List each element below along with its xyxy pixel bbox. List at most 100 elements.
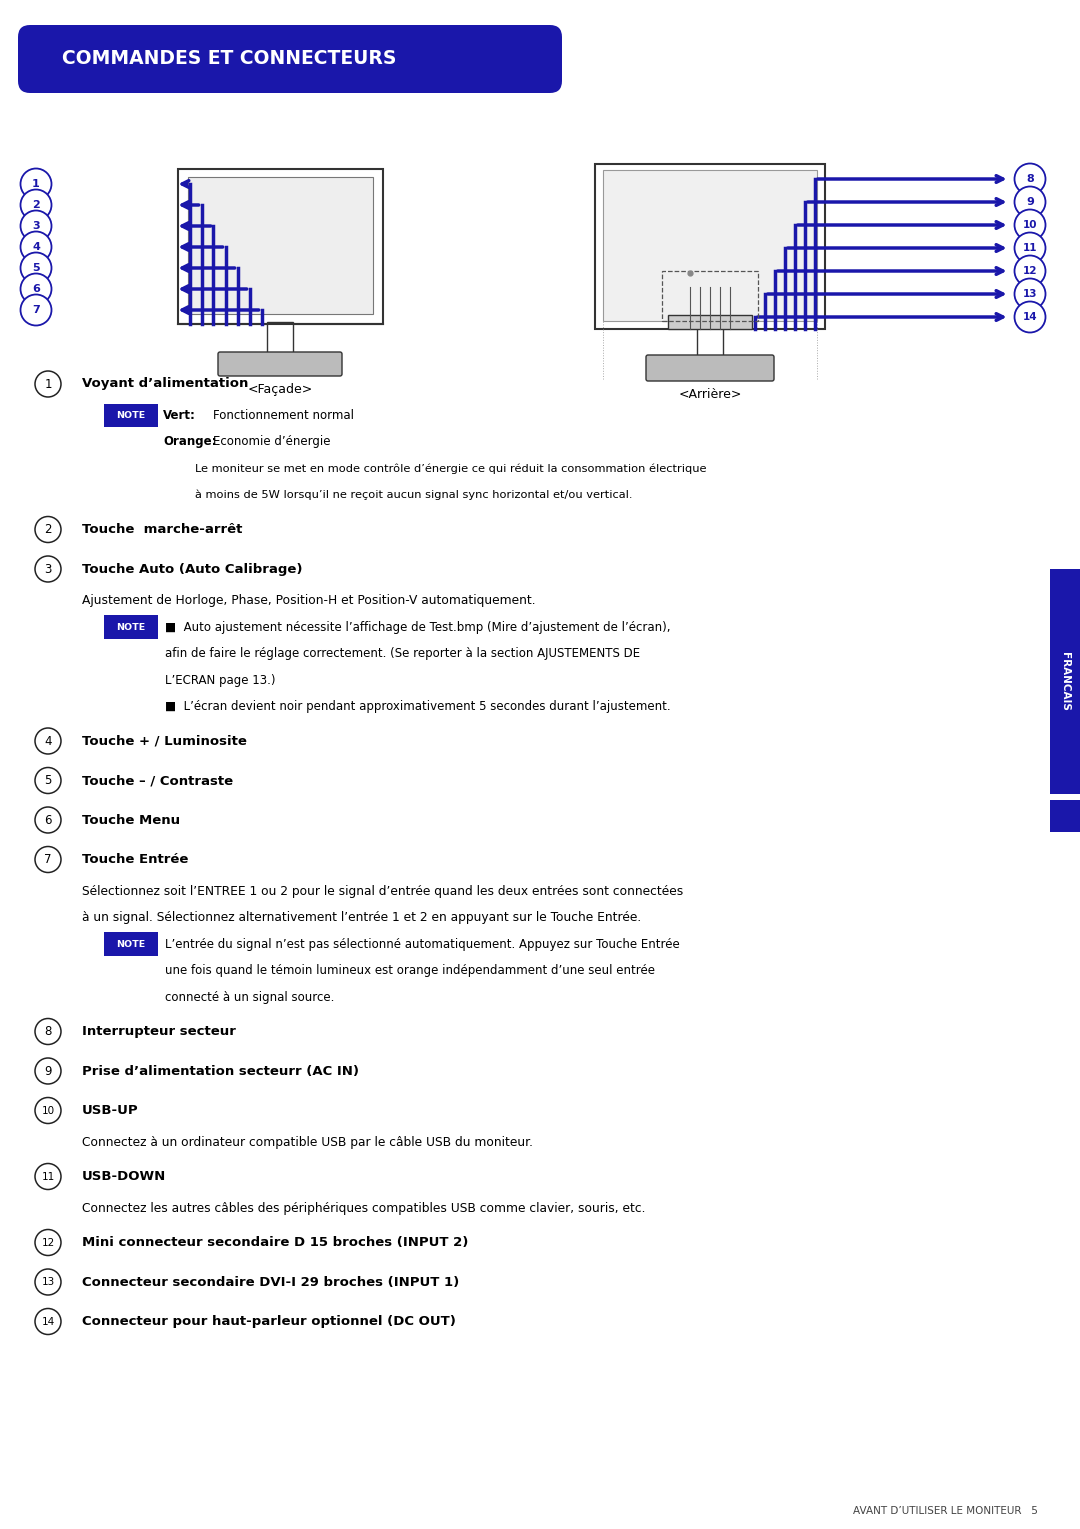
FancyBboxPatch shape (218, 352, 342, 376)
Text: NOTE: NOTE (117, 622, 146, 631)
Text: 3: 3 (44, 563, 52, 575)
Text: Touche – / Contraste: Touche – / Contraste (82, 774, 233, 787)
Text: une fois quand le témoin lumineux est orange indépendamment d’une seul entrée: une fois quand le témoin lumineux est or… (165, 963, 654, 977)
Text: Mini connecteur secondaire D 15 broches (INPUT 2): Mini connecteur secondaire D 15 broches … (82, 1235, 469, 1249)
Text: 12: 12 (1023, 266, 1037, 277)
Text: 11: 11 (1023, 243, 1037, 252)
Circle shape (1014, 232, 1045, 263)
Text: 5: 5 (32, 263, 40, 274)
Circle shape (35, 557, 60, 583)
Text: 2: 2 (44, 523, 52, 537)
Text: 14: 14 (1023, 312, 1037, 323)
Text: 7: 7 (44, 853, 52, 865)
Circle shape (1014, 278, 1045, 309)
Circle shape (35, 1309, 60, 1335)
Text: NOTE: NOTE (117, 411, 146, 420)
Text: 6: 6 (32, 284, 40, 294)
Text: 11: 11 (41, 1171, 55, 1182)
Circle shape (35, 1164, 60, 1190)
Text: Touche + / Luminosite: Touche + / Luminosite (82, 734, 247, 748)
Text: connecté à un signal source.: connecté à un signal source. (165, 991, 335, 1003)
Circle shape (35, 517, 60, 543)
Text: 10: 10 (41, 1105, 55, 1116)
Text: NOTE: NOTE (117, 939, 146, 948)
Circle shape (21, 168, 52, 199)
Text: Vert:: Vert: (163, 408, 195, 422)
Text: Touche Auto (Auto Calibrage): Touche Auto (Auto Calibrage) (82, 563, 302, 575)
Text: Interrupteur secteur: Interrupteur secteur (82, 1024, 235, 1038)
Text: 14: 14 (41, 1316, 55, 1327)
Text: 12: 12 (41, 1237, 55, 1248)
Circle shape (35, 807, 60, 833)
Circle shape (21, 295, 52, 326)
Text: 3: 3 (32, 222, 40, 231)
Circle shape (21, 231, 52, 263)
Circle shape (35, 372, 60, 398)
Circle shape (21, 211, 52, 242)
Text: Touche Entrée: Touche Entrée (82, 853, 188, 865)
Circle shape (21, 274, 52, 304)
Text: 10: 10 (1023, 220, 1037, 229)
Text: Fonctionnement normal: Fonctionnement normal (213, 408, 354, 422)
Text: USB-DOWN: USB-DOWN (82, 1170, 166, 1183)
Bar (595, 164, 825, 329)
Circle shape (35, 1058, 60, 1084)
Circle shape (35, 728, 60, 754)
Text: COMMANDES ET CONNECTEURS: COMMANDES ET CONNECTEURS (62, 49, 396, 69)
FancyBboxPatch shape (646, 355, 774, 381)
Text: 1: 1 (44, 378, 52, 390)
Circle shape (35, 768, 60, 794)
Bar (603, 170, 816, 321)
Circle shape (35, 1018, 60, 1044)
Text: Connectez les autres câbles des périphériques compatibles USB comme clavier, sou: Connectez les autres câbles des périphér… (82, 1202, 646, 1214)
Text: 1: 1 (32, 179, 40, 190)
Circle shape (35, 1098, 60, 1124)
Text: AVANT D’UTILISER LE MONITEUR   5: AVANT D’UTILISER LE MONITEUR 5 (853, 1506, 1038, 1515)
Text: Orange:: Orange: (163, 436, 216, 448)
Circle shape (1014, 164, 1045, 194)
Text: 6: 6 (44, 813, 52, 827)
Text: 7: 7 (32, 304, 40, 315)
Circle shape (35, 1269, 60, 1295)
FancyBboxPatch shape (18, 24, 562, 93)
FancyBboxPatch shape (104, 404, 158, 427)
Text: Touche  marche-arrêt: Touche marche-arrêt (82, 523, 242, 537)
Text: afin de faire le réglage correctement. (Se reporter à la section AJUSTEMENTS DE: afin de faire le réglage correctement. (… (165, 647, 640, 661)
Text: Ajustement de Horloge, Phase, Position-H et Position-V automatiquement.: Ajustement de Horloge, Phase, Position-H… (82, 593, 536, 607)
Circle shape (1014, 255, 1045, 286)
Text: 9: 9 (1026, 197, 1034, 206)
Bar (697, 327, 723, 359)
Text: FRANCAIS: FRANCAIS (1059, 651, 1070, 711)
Text: Connecteur secondaire DVI-I 29 broches (INPUT 1): Connecteur secondaire DVI-I 29 broches (… (82, 1275, 459, 1289)
Text: Prise d’alimentation secteurr (AC IN): Prise d’alimentation secteurr (AC IN) (82, 1064, 359, 1078)
Circle shape (35, 1229, 60, 1255)
Text: <Arrière>: <Arrière> (678, 387, 742, 401)
Text: 13: 13 (41, 1277, 55, 1287)
Text: Connecteur pour haut-parleur optionnel (DC OUT): Connecteur pour haut-parleur optionnel (… (82, 1315, 456, 1329)
Bar (177, 170, 382, 324)
Bar (662, 271, 758, 321)
Text: Le moniteur se met en mode contrôle d’énergie ce qui réduit la consommation élec: Le moniteur se met en mode contrôle d’én… (195, 463, 706, 474)
Text: 2: 2 (32, 200, 40, 209)
Bar (267, 323, 293, 356)
Circle shape (1014, 209, 1045, 240)
Text: Voyant d’alimentation: Voyant d’alimentation (82, 378, 248, 390)
FancyBboxPatch shape (104, 933, 158, 956)
Text: 8: 8 (1026, 174, 1034, 183)
Text: 4: 4 (32, 242, 40, 252)
Bar (669, 315, 752, 329)
Text: L’ECRAN page 13.): L’ECRAN page 13.) (165, 673, 275, 687)
Text: ■  Auto ajustement nécessite l’affichage de Test.bmp (Mire d’ajustement de l’écr: ■ Auto ajustement nécessite l’affichage … (165, 621, 671, 633)
Text: Sélectionnez soit l’ENTREE 1 ou 2 pour le signal d’entrée quand les deux entrées: Sélectionnez soit l’ENTREE 1 ou 2 pour l… (82, 884, 684, 898)
Text: 5: 5 (44, 774, 52, 787)
Bar (1050, 800, 1080, 832)
FancyBboxPatch shape (104, 615, 158, 639)
Circle shape (35, 847, 60, 873)
Bar (188, 177, 373, 313)
Text: Economie d’énergie: Economie d’énergie (213, 436, 330, 448)
Text: Touche Menu: Touche Menu (82, 813, 180, 827)
Text: Connectez à un ordinateur compatible USB par le câble USB du moniteur.: Connectez à un ordinateur compatible USB… (82, 1136, 534, 1148)
Circle shape (21, 252, 52, 283)
Text: 9: 9 (44, 1064, 52, 1078)
Text: <Façade>: <Façade> (247, 382, 312, 396)
